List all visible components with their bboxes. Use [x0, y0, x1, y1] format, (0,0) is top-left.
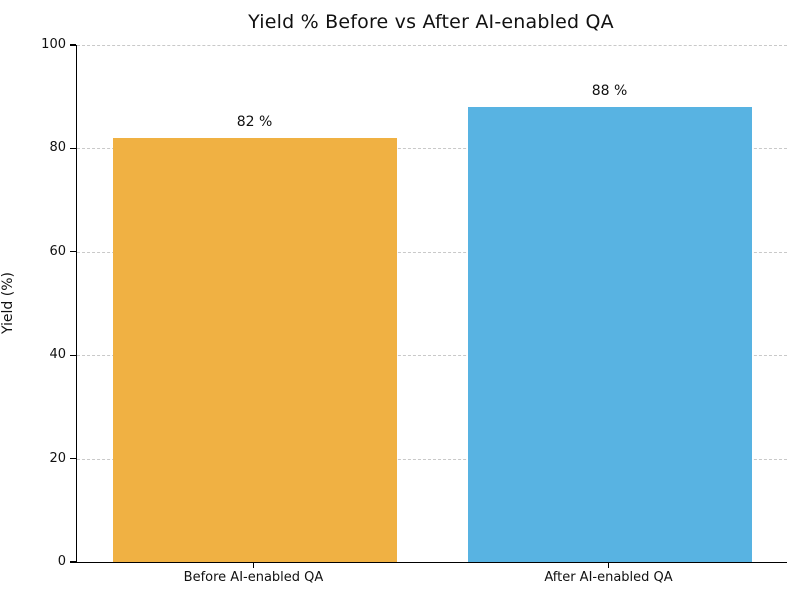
gridline-y-20 [77, 458, 787, 460]
y-tick-mark-80 [70, 147, 76, 150]
y-tick-mark-60 [70, 251, 76, 253]
y-tick-label-100: 100 [41, 37, 66, 52]
chart-title: Yield % Before vs After AI-enabled QA [248, 11, 614, 33]
y-axis-label: Yield (%) [0, 272, 16, 335]
x-tick-mark-before-ai-enabled-qa [252, 563, 255, 568]
bar-after-ai-enabled-qa [467, 107, 752, 562]
y-tick-mark-0 [70, 561, 76, 563]
y-tick-mark-100 [70, 44, 76, 46]
y-tick-label-20: 20 [49, 450, 66, 466]
x-tick-label-before-ai-enabled-qa: Before AI-enabled QA [183, 570, 324, 585]
plot-area: 82 % 88 % [76, 45, 787, 563]
gridline-y-40 [77, 355, 787, 357]
bar-before-ai-enabled-qa [112, 138, 397, 562]
gridline-y-60 [77, 251, 787, 253]
y-tick-mark-40 [70, 354, 76, 356]
y-tick-label-80: 80 [49, 140, 66, 156]
y-tick-mark-20 [70, 457, 76, 460]
bar-value-label-before-ai-enabled-qa: 82 % [236, 114, 273, 131]
y-tick-label-60: 60 [49, 243, 66, 259]
y-tick-label-40: 40 [49, 347, 66, 363]
bar-value-label-after-ai-enabled-qa: 88 % [591, 83, 628, 100]
x-tick-mark-after-ai-enabled-qa [607, 563, 610, 568]
gridline-y-80 [77, 148, 787, 150]
y-tick-label-0: 0 [57, 554, 66, 569]
gridline-y-100 [77, 45, 787, 46]
x-tick-label-after-ai-enabled-qa: After AI-enabled QA [544, 570, 673, 585]
